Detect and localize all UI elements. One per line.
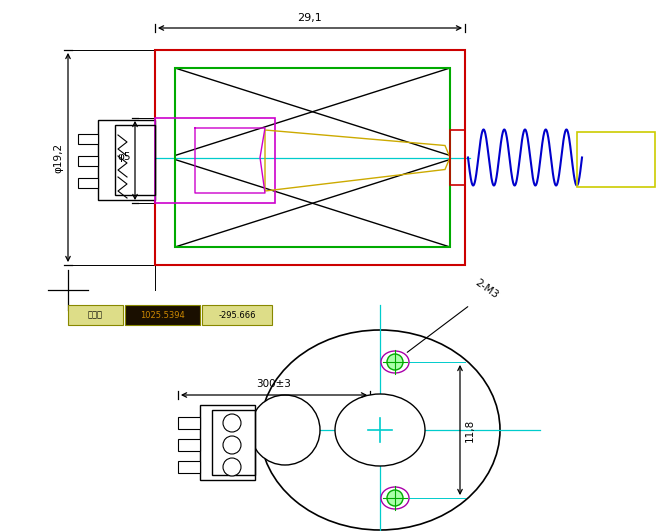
Bar xyxy=(178,439,200,451)
Bar xyxy=(155,50,465,265)
Bar xyxy=(178,461,200,473)
Bar xyxy=(115,125,155,195)
Bar xyxy=(78,178,98,188)
Circle shape xyxy=(387,354,403,370)
Bar xyxy=(212,410,255,475)
Bar xyxy=(78,156,98,166)
Text: 29,1: 29,1 xyxy=(298,13,323,23)
Bar xyxy=(155,118,275,203)
Bar xyxy=(200,405,255,480)
Text: 命令：: 命令： xyxy=(88,311,102,320)
Circle shape xyxy=(223,414,241,432)
Bar xyxy=(175,68,450,247)
Bar xyxy=(98,120,155,200)
Text: -295.666: -295.666 xyxy=(218,311,256,320)
Text: φ19,2: φ19,2 xyxy=(53,142,63,173)
Ellipse shape xyxy=(381,351,409,373)
Ellipse shape xyxy=(381,487,409,509)
Text: 300±3: 300±3 xyxy=(257,379,291,389)
Text: 11,8: 11,8 xyxy=(465,418,475,442)
Bar xyxy=(68,305,123,325)
Circle shape xyxy=(387,490,403,506)
Ellipse shape xyxy=(250,395,320,465)
Bar xyxy=(577,132,655,187)
Bar xyxy=(202,305,272,325)
Text: 1025.5394: 1025.5394 xyxy=(140,311,184,320)
Ellipse shape xyxy=(335,394,425,466)
Ellipse shape xyxy=(260,330,500,530)
Text: φ5: φ5 xyxy=(118,152,131,162)
Circle shape xyxy=(223,458,241,476)
Bar xyxy=(78,134,98,144)
Bar xyxy=(125,305,200,325)
Circle shape xyxy=(223,436,241,454)
Text: 2-M3: 2-M3 xyxy=(473,277,500,300)
Bar xyxy=(178,417,200,429)
Bar xyxy=(450,130,465,185)
